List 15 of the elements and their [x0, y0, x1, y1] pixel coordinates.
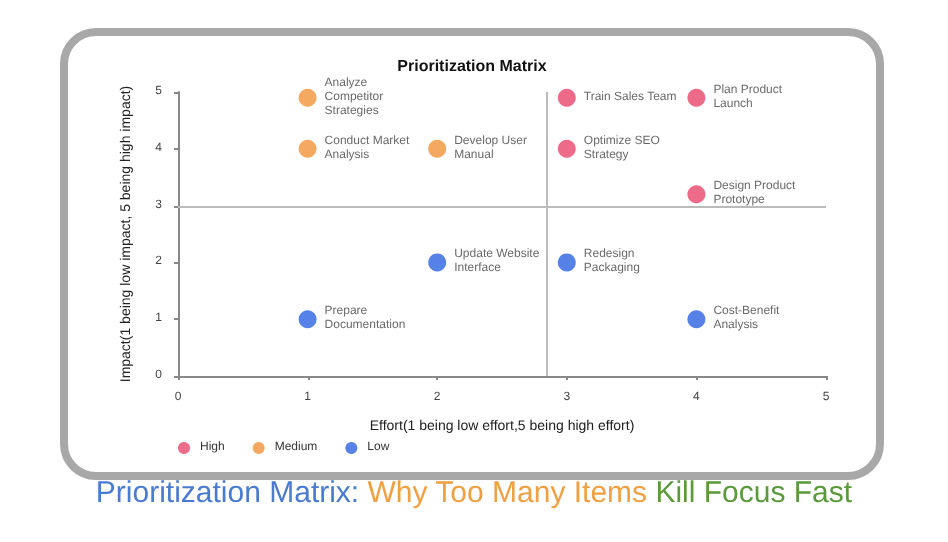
point	[298, 88, 317, 107]
point	[687, 185, 706, 204]
point	[557, 253, 576, 272]
point	[557, 88, 576, 107]
point	[298, 139, 317, 158]
point	[687, 310, 706, 329]
text: Prioritization Matrix:	[95, 476, 360, 510]
point	[298, 310, 317, 329]
point	[557, 139, 576, 158]
chart-title: Prioritization Matrix	[397, 57, 548, 75]
text: Kill Focus Fast	[653, 476, 853, 510]
point	[428, 253, 447, 272]
point	[687, 88, 706, 107]
text: Why Too Many Items	[365, 476, 648, 510]
point	[428, 139, 447, 158]
